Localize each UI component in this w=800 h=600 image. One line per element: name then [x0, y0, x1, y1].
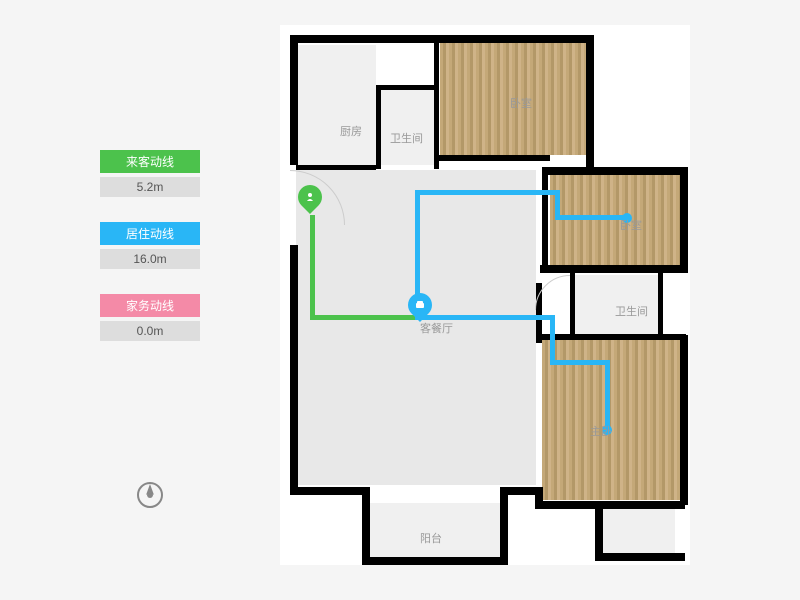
wall: [658, 273, 663, 338]
live-path: [550, 315, 555, 365]
wall: [595, 553, 685, 561]
legend-guest-label: 来客动线: [100, 150, 200, 173]
wall: [290, 487, 370, 495]
wall: [290, 35, 298, 165]
label-kitchen: 厨房: [340, 123, 362, 139]
wall: [296, 165, 376, 170]
wall: [362, 557, 505, 565]
label-livingroom: 客餐厅: [420, 320, 453, 336]
label-balcony: 阳台: [420, 530, 442, 546]
legend: 来客动线 5.2m 居住动线 16.0m 家务动线 0.0m: [100, 150, 200, 366]
live-path: [415, 190, 560, 195]
live-path: [605, 360, 610, 430]
live-path: [555, 215, 625, 220]
wall: [500, 487, 540, 495]
legend-guest-value: 5.2m: [100, 177, 200, 197]
wall: [680, 167, 688, 267]
wall: [595, 501, 685, 509]
room-balcony2: [600, 509, 675, 554]
live-path: [550, 360, 610, 365]
legend-guest: 来客动线 5.2m: [100, 150, 200, 197]
label-bath1: 卫生间: [390, 130, 423, 146]
guest-path: [310, 215, 315, 320]
wall: [434, 35, 439, 169]
wall: [545, 167, 685, 175]
legend-live-value: 16.0m: [100, 249, 200, 269]
wall: [362, 487, 370, 562]
legend-chore-value: 0.0m: [100, 321, 200, 341]
room-bath1: [380, 90, 435, 165]
label-bath2: 卫生间: [615, 303, 648, 319]
wall: [542, 167, 548, 267]
wall: [535, 501, 595, 509]
label-master: 主卧: [590, 423, 612, 439]
wall: [290, 35, 590, 43]
legend-live: 居住动线 16.0m: [100, 222, 200, 269]
legend-live-label: 居住动线: [100, 222, 200, 245]
entrance-marker: [298, 185, 322, 219]
label-bedroom1: 卧室: [510, 95, 532, 111]
wall: [540, 265, 688, 273]
wall: [570, 273, 575, 338]
wall: [376, 85, 381, 169]
wall: [586, 35, 594, 175]
wall: [680, 335, 688, 505]
wall: [290, 245, 298, 495]
legend-chore-label: 家务动线: [100, 294, 200, 317]
wall: [376, 85, 436, 90]
compass-icon: [135, 480, 165, 515]
floor-plan: 厨房 卫生间 卧室 卧室 客餐厅 卫生间 主卧 阳台: [280, 25, 690, 565]
wall: [435, 155, 550, 161]
room-kitchen: [296, 45, 376, 165]
guest-path: [310, 315, 420, 320]
wall: [595, 501, 603, 556]
label-bedroom2: 卧室: [620, 217, 642, 233]
legend-chore: 家务动线 0.0m: [100, 294, 200, 341]
room-bedroom2: [550, 175, 680, 265]
wall: [536, 334, 686, 340]
wall: [500, 487, 508, 565]
